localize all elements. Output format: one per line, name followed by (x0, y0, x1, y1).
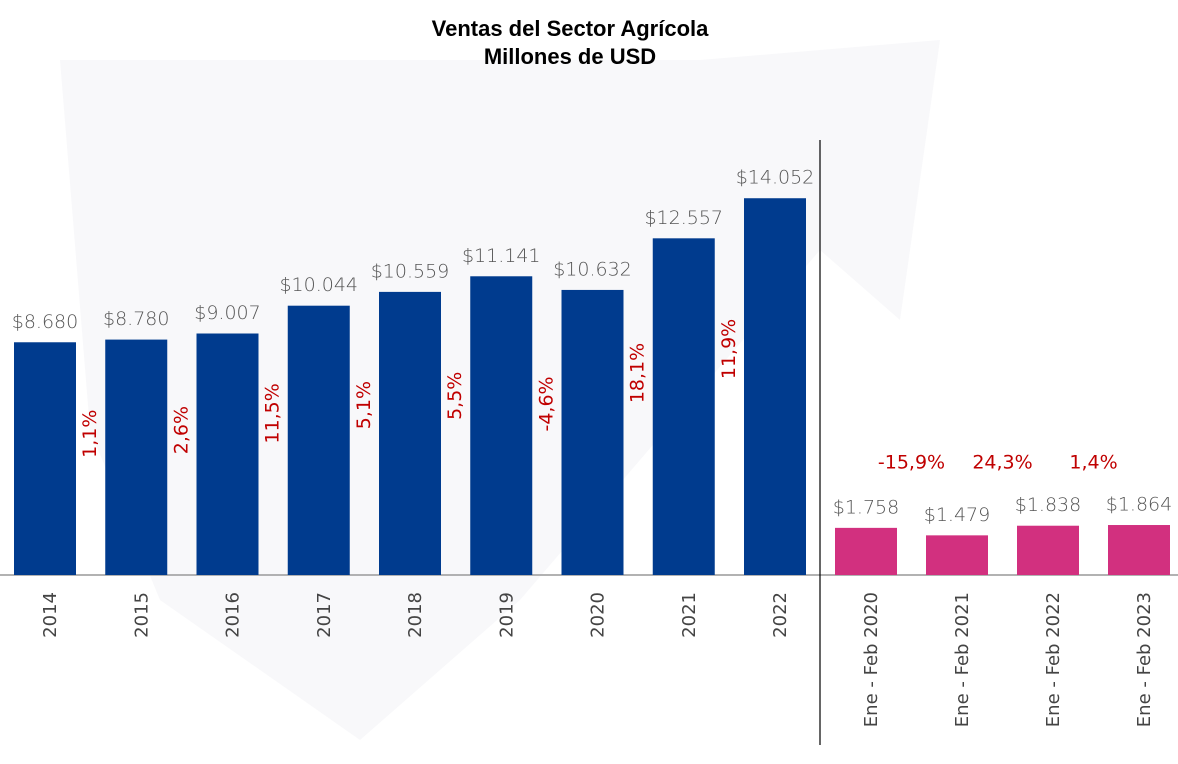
value-label: $10.559 (371, 260, 450, 282)
bar (1017, 525, 1079, 575)
growth-label: -15,9% (878, 452, 945, 474)
x-tick-label: 2020 (588, 592, 609, 638)
x-tick-label: 2021 (679, 592, 700, 638)
growth-label: -4,6% (535, 376, 557, 431)
growth-label: 11,9% (718, 319, 740, 379)
value-label: $1.758 (833, 496, 899, 518)
growth-label: 18,1% (627, 343, 649, 403)
value-label: $10.044 (279, 274, 358, 296)
value-label: $8.680 (12, 311, 78, 333)
x-tick-label: 2016 (223, 592, 244, 638)
bar (287, 305, 350, 575)
growth-label: 24,3% (972, 452, 1032, 474)
value-label: $8.780 (103, 308, 169, 330)
bar (1108, 525, 1170, 575)
bar (652, 238, 715, 576)
x-tick-label: Ene - Feb 2023 (1134, 592, 1155, 727)
x-tick-label: Ene - Feb 2020 (861, 592, 882, 727)
growth-label: 5,1% (353, 381, 375, 429)
value-label: $1.838 (1015, 494, 1081, 516)
value-label: $1.864 (1106, 494, 1172, 516)
growth-label: 11,5% (262, 383, 284, 443)
x-tick-label: 2015 (131, 592, 152, 638)
x-tick-label: 2022 (770, 592, 791, 638)
x-tick-label: 2014 (40, 592, 61, 638)
growth-label: 1,1% (79, 410, 101, 458)
growth-label: 2,6% (170, 406, 192, 454)
bar (926, 535, 988, 575)
value-label: $1.479 (924, 504, 990, 526)
growth-label: 5,5% (444, 372, 466, 420)
bar (105, 339, 168, 575)
bar (470, 276, 533, 575)
value-label: $14.052 (736, 167, 815, 189)
bar (379, 291, 441, 575)
chart-title: Ventas del Sector Agrícola (432, 16, 709, 41)
bar (835, 527, 897, 575)
chart-subtitle: Millones de USD (484, 44, 656, 69)
x-tick-label: 2018 (405, 592, 426, 638)
value-label: $10.632 (553, 258, 632, 280)
value-label: $12.557 (644, 207, 723, 229)
bar (196, 333, 259, 575)
x-tick-label: 2019 (496, 592, 517, 638)
bar (561, 289, 624, 575)
value-label: $9.007 (194, 302, 260, 324)
value-label: $11.141 (462, 245, 541, 267)
x-tick-label: 2017 (314, 592, 335, 638)
x-tick-label: Ene - Feb 2021 (952, 592, 973, 727)
x-tick-label: Ene - Feb 2022 (1043, 592, 1064, 727)
bar (14, 342, 76, 575)
growth-label: 1,4% (1069, 452, 1117, 474)
bar (744, 198, 806, 575)
